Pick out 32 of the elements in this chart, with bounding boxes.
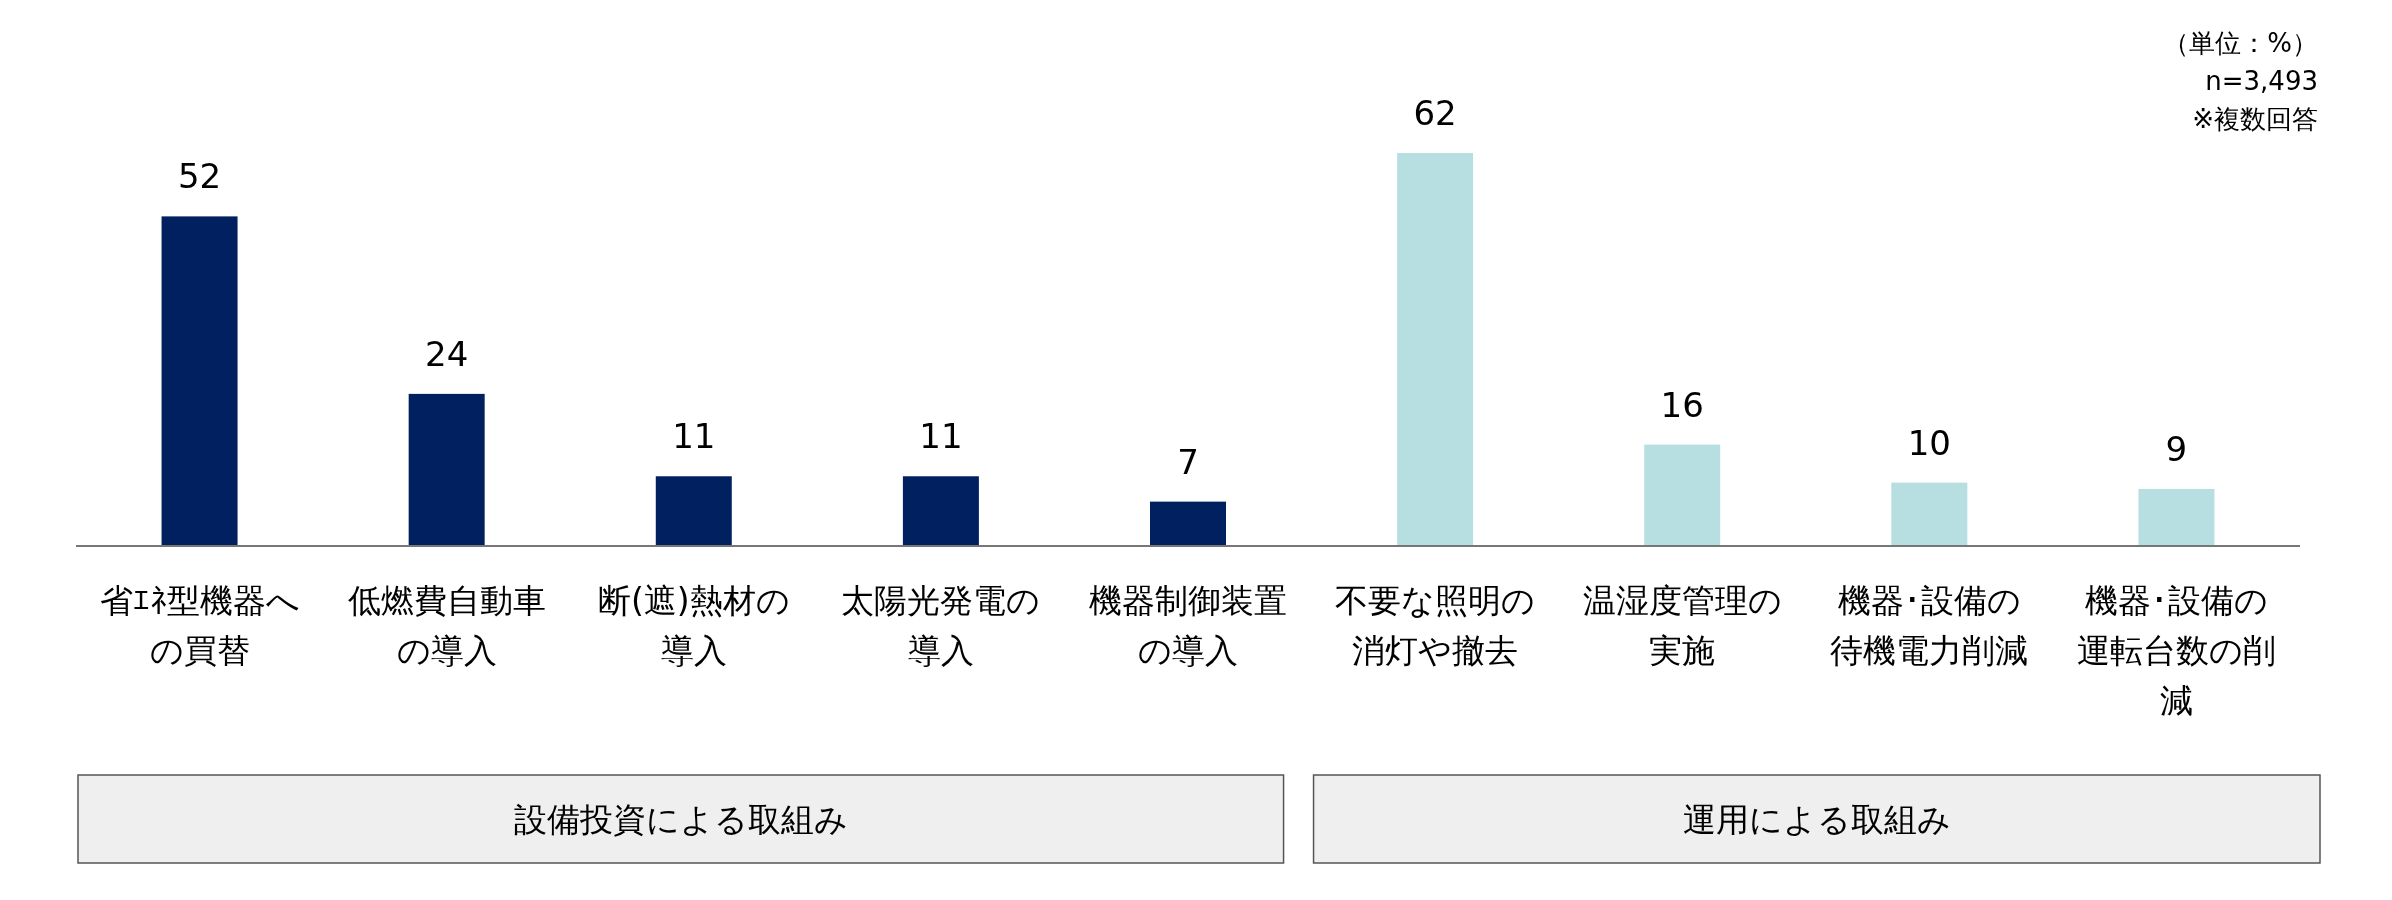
data-label: 10	[1907, 422, 1951, 463]
x-tick-label: 機器制御装置の導入	[1089, 581, 1287, 670]
bar	[902, 476, 979, 546]
bar	[1644, 444, 1721, 546]
x-tick-label: 不要な照明の消灯や撤去	[1335, 581, 1536, 670]
x-tick-label: 断(遮)熱材の導入	[597, 581, 790, 670]
x-tick-label: 太陽光発電の導入	[841, 581, 1041, 670]
bar	[1891, 482, 1968, 546]
bar	[1150, 501, 1226, 546]
text: ※複数回答	[2192, 104, 2318, 134]
bar	[2138, 488, 2215, 546]
text: 運用による取組み	[1682, 800, 1951, 839]
bar	[161, 216, 238, 546]
x-tick-label: 機器･設備の運転台数の削減	[2076, 581, 2276, 720]
data-label: 16	[1660, 384, 1704, 425]
text: n=3,493	[2205, 66, 2318, 96]
data-label: 11	[919, 416, 963, 457]
data-label: 7	[1177, 441, 1199, 482]
data-label: 9	[2165, 428, 2188, 469]
x-tick-label: 省ｴﾈ型機器への買替	[99, 581, 300, 670]
bar	[408, 393, 485, 546]
data-label: 24	[425, 333, 469, 374]
bar	[1397, 153, 1474, 546]
x-tick-label: 温湿度管理の実施	[1582, 581, 1782, 670]
text: 設備投資による取組み	[513, 800, 848, 839]
data-label: 11	[672, 416, 716, 457]
data-label: 52	[177, 156, 222, 197]
x-tick-label: 低燃費自動車の導入	[347, 581, 546, 670]
data-label: 62	[1413, 93, 1457, 133]
x-tick-label: 機器･設備の待機電力削減	[1830, 581, 2029, 670]
bar	[655, 476, 732, 546]
text: （単位：%）	[2163, 28, 2318, 58]
